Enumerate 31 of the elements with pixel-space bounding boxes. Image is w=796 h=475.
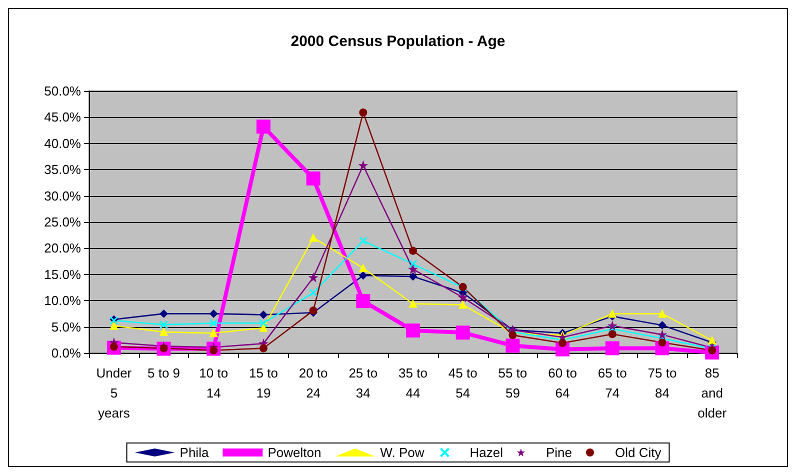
y-tick-label: 5.0% (51, 319, 82, 334)
x-tick-label: 25 to 34 (348, 366, 378, 400)
legend-label: Hazel (470, 445, 504, 460)
legend-label: Powelton (268, 445, 322, 460)
x-tick-label: 5 to 9 (148, 366, 180, 380)
legend-label: Old City (614, 445, 662, 460)
y-tick-label: 0.0% (51, 346, 82, 360)
y-tick-label: 20.0% (44, 240, 82, 256)
y-tick-label: 35.0% (44, 162, 82, 178)
y-tick-label: 40.0% (44, 136, 82, 151)
x-tick-label: 85 and older (698, 366, 728, 420)
x-tick-label: 20 to 24 (298, 366, 328, 400)
y-tick-label: 25.0% (44, 214, 82, 230)
y-tick-label: 30.0% (44, 188, 82, 204)
chart-title: 2000 Census Population - Age (290, 33, 506, 50)
x-tick-label: 10 to 14 (199, 366, 228, 400)
x-tick-label: 15 to 19 (249, 366, 278, 400)
x-tick-label: 55 to 59 (498, 366, 528, 400)
x-tick-label: 65 to 74 (598, 366, 627, 400)
x-tick-label: Under 5 years (96, 366, 132, 420)
legend-label: Pine (546, 445, 572, 460)
legend-label: Phila (180, 445, 210, 460)
legend-label: W. Pow (380, 445, 425, 460)
x-tick-label: 60 to 64 (548, 366, 577, 400)
x-tick-label: 35 to 44 (398, 366, 428, 400)
y-tick-label: 45.0% (44, 110, 82, 125)
y-tick-label: 10.0% (44, 293, 82, 308)
y-tick-label: 15.0% (44, 266, 82, 282)
x-tick-label: 75 to 84 (648, 366, 677, 400)
x-tick-label: 45 to 54 (448, 366, 478, 400)
y-tick-label: 50.0% (44, 84, 82, 98)
